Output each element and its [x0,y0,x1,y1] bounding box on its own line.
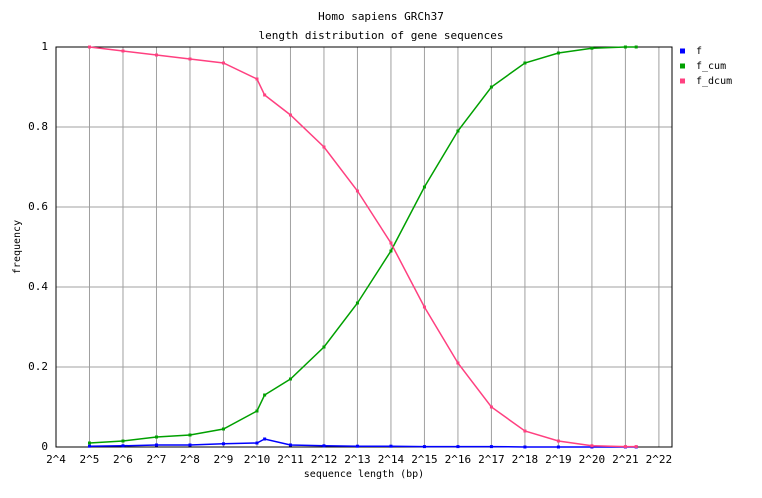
data-point [489,405,493,409]
y-axis-label: frequency [12,220,23,274]
legend-label: f_cum [696,61,726,72]
data-point [188,57,192,61]
data-point [422,305,426,309]
chart-subtitle: length distribution of gene sequences [258,29,503,42]
data-point [456,445,460,449]
data-point [489,85,493,89]
data-point [188,443,192,447]
data-point [87,441,91,445]
data-point [489,445,493,449]
x-tick-label: 2^11 [277,453,304,466]
data-point [422,445,426,449]
y-tick-label: 0.6 [28,200,48,213]
x-tick-label: 2^8 [180,453,200,466]
data-point [263,437,267,441]
data-point [634,45,638,49]
data-point [255,441,259,445]
x-axis-label: sequence length (bp) [304,469,424,480]
data-point [355,301,359,305]
x-tick-label: 2^5 [80,453,100,466]
data-point [188,433,192,437]
x-tick-label: 2^12 [311,453,338,466]
data-point [355,444,359,448]
data-point [263,93,267,97]
x-tick-label: 2^17 [478,453,505,466]
chart-title: Homo sapiens GRCh37 [318,10,444,23]
data-point [623,45,627,49]
data-point [221,61,225,65]
data-point [456,129,460,133]
data-point [121,439,125,443]
y-tick-label: 0.2 [28,360,48,373]
data-point [154,53,158,57]
data-point [255,77,259,81]
x-tick-label: 2^20 [579,453,606,466]
x-tick-label: 2^10 [244,453,271,466]
x-tick-label: 2^6 [113,453,133,466]
y-tick-label: 0 [41,440,48,453]
x-tick-label: 2^9 [214,453,234,466]
data-point [322,444,326,448]
data-point [221,427,225,431]
series-line [89,46,637,448]
data-point [288,377,292,381]
data-point [389,241,393,245]
x-tick-label: 2^19 [545,453,572,466]
data-point [322,145,326,149]
data-point [288,113,292,117]
y-tick-label: 0.4 [28,280,48,293]
legend-marker [680,63,685,69]
data-point [556,439,560,443]
data-point [87,444,91,448]
x-tick-label: 2^15 [411,453,438,466]
x-tick-label: 2^16 [445,453,472,466]
x-tick-label: 2^14 [378,453,405,466]
series-line [89,46,637,444]
legend-marker [680,48,685,54]
data-point [556,445,560,449]
data-point [523,429,527,433]
y-tick-label: 1 [41,40,48,53]
data-point [422,185,426,189]
x-tick-label: 2^22 [646,453,673,466]
data-point [154,443,158,447]
data-point [154,435,158,439]
y-tick-label: 0.8 [28,120,48,133]
data-point [590,444,594,448]
data-point [121,49,125,53]
x-tick-label: 2^13 [344,453,371,466]
data-point [389,249,393,253]
legend-label: f [696,46,702,57]
data-point [389,444,393,448]
data-point [523,61,527,65]
data-point [456,361,460,365]
x-tick-label: 2^7 [147,453,167,466]
data-point [263,393,267,397]
legend-marker [680,78,685,84]
x-tick-label: 2^4 [46,453,66,466]
x-tick-label: 2^21 [612,453,639,466]
data-point [221,442,225,446]
data-point [556,51,560,55]
data-point [634,445,638,449]
legend-label: f_dcum [696,76,732,87]
x-tick-label: 2^18 [512,453,539,466]
data-point [255,409,259,413]
data-point [355,189,359,193]
data-point [623,445,627,449]
data-point [288,443,292,447]
data-point [590,46,594,50]
data-point [87,45,91,49]
plot-frame [55,46,673,448]
data-point [322,345,326,349]
data-point [523,445,527,449]
data-point [121,444,125,448]
